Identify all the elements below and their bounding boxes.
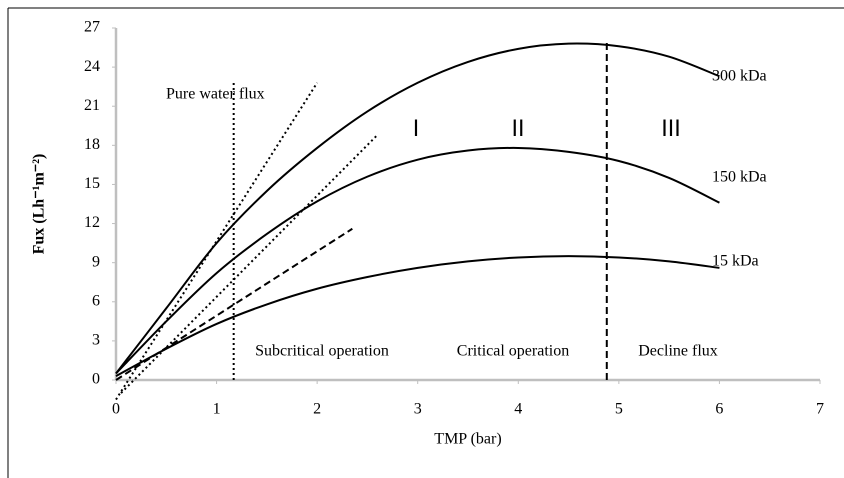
y-tick-label: 27: [84, 19, 100, 36]
y-axis-label: Fux (Lh⁻¹m⁻²): [31, 154, 48, 255]
x-tick-label: 4: [514, 401, 522, 418]
x-tick-label: 1: [213, 401, 221, 418]
y-tick-label: 24: [84, 58, 100, 75]
annotation: Subcritical operation: [255, 343, 389, 360]
x-tick-label: 6: [715, 401, 723, 418]
x-tick-label: 7: [816, 401, 824, 418]
series-label: 300 kDa: [712, 68, 767, 85]
y-tick-label: 15: [84, 175, 100, 192]
annotation: Pure water flux: [166, 86, 265, 103]
y-tick-label: 12: [84, 214, 100, 231]
x-tick-label: 2: [313, 401, 321, 418]
y-tick-label: 21: [84, 97, 100, 114]
x-tick-label: 3: [414, 401, 422, 418]
y-tick-label: 18: [84, 136, 100, 153]
y-tick-label: 0: [92, 371, 100, 388]
series-label: 150 kDa: [712, 168, 767, 185]
y-tick-label: 3: [92, 332, 100, 349]
y-tick-label: 6: [92, 292, 100, 309]
x-tick-label: 5: [615, 401, 623, 418]
x-axis-label: TMP (bar): [434, 431, 501, 448]
annotation: Decline flux: [638, 343, 718, 360]
data-line: [115, 42, 720, 375]
annotation: III: [661, 117, 680, 142]
x-tick-label: 0: [112, 401, 120, 418]
data-line: [115, 255, 720, 377]
annotation: Critical operation: [457, 343, 569, 360]
annotation: II: [512, 117, 525, 142]
data-line: [115, 146, 720, 375]
y-tick-label: 9: [92, 253, 100, 270]
series-label: 15 kDa: [712, 253, 759, 270]
annotation: I: [413, 117, 420, 142]
